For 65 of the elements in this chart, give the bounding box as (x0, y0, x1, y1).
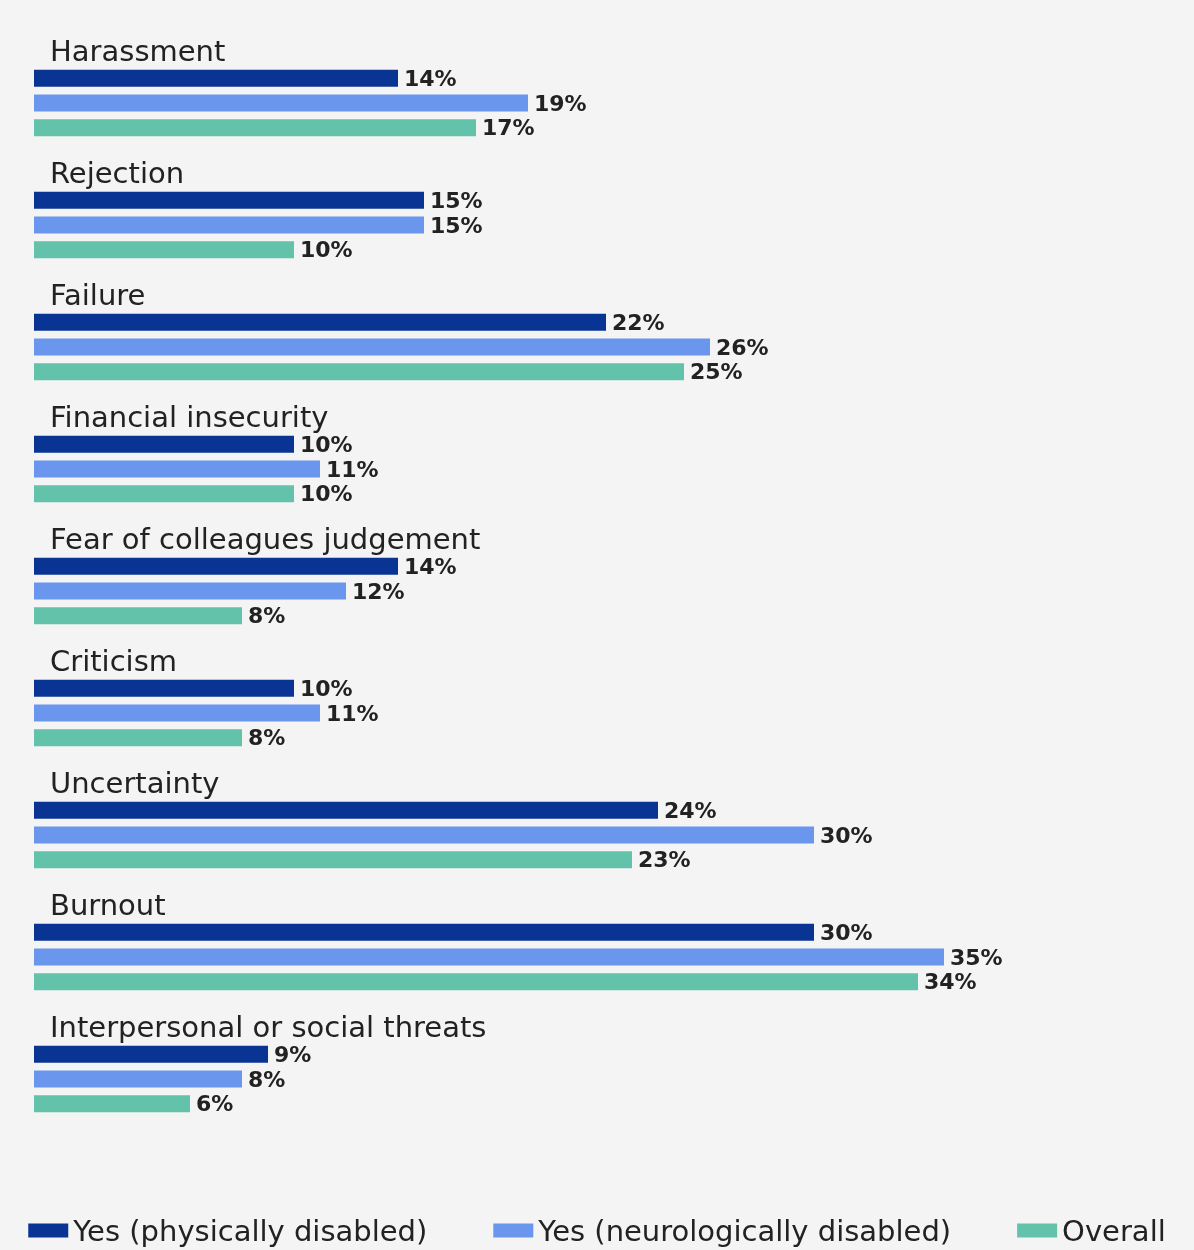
bar (34, 94, 528, 112)
bar (34, 119, 476, 137)
data-label: 12% (352, 578, 405, 604)
bar (34, 1095, 190, 1113)
data-label: 8% (248, 725, 286, 751)
y-tick-label: Criticism (50, 643, 178, 678)
data-label: 8% (248, 1066, 286, 1092)
legend-label: Overall (1062, 1213, 1166, 1248)
bar (34, 679, 294, 697)
bar (34, 485, 294, 503)
bar (34, 363, 684, 381)
y-tick-label: Uncertainty (50, 765, 220, 800)
data-label: 26% (716, 334, 769, 360)
y-tick-label: Harassment (50, 33, 226, 68)
bar (34, 582, 346, 600)
data-label: 15% (430, 212, 483, 238)
data-label: 9% (274, 1041, 312, 1067)
data-label: 23% (638, 847, 691, 873)
bar (34, 216, 424, 234)
y-tick-label: Interpersonal or social threats (50, 1009, 487, 1044)
data-label: 34% (924, 969, 977, 995)
legend-label: Yes (neurologically disabled) (537, 1213, 952, 1248)
data-label: 17% (482, 115, 535, 141)
bar (34, 1045, 268, 1063)
bar (34, 313, 606, 331)
bar (34, 973, 918, 991)
y-tick-label: Fear of colleagues judgement (50, 521, 481, 556)
data-label: 30% (820, 919, 873, 945)
y-tick-label: Financial insecurity (50, 399, 329, 434)
bar (34, 338, 710, 356)
data-label: 25% (690, 359, 743, 385)
bar (34, 826, 814, 844)
y-tick-label: Rejection (50, 155, 185, 190)
data-label: 24% (664, 797, 717, 823)
bar (34, 948, 944, 966)
bar (34, 557, 398, 575)
data-label: 14% (404, 553, 457, 579)
data-label: 10% (300, 675, 353, 701)
data-label: 11% (326, 700, 379, 726)
data-label: 35% (950, 944, 1003, 970)
bar (34, 460, 320, 478)
bar (34, 851, 632, 869)
data-label: 15% (430, 187, 483, 213)
legend-label: Yes (physically disabled) (72, 1213, 428, 1248)
bar (34, 729, 242, 747)
data-label: 6% (196, 1091, 234, 1117)
data-label: 30% (820, 822, 873, 848)
y-tick-label: Failure (50, 277, 146, 312)
bar (34, 923, 814, 941)
bar (34, 607, 242, 625)
bar (34, 191, 424, 209)
data-label: 22% (612, 309, 665, 335)
y-tick-label: Burnout (50, 887, 166, 922)
bar (34, 1070, 242, 1088)
data-label: 19% (534, 90, 587, 116)
data-label: 8% (248, 603, 286, 629)
bar (34, 241, 294, 259)
bar (34, 801, 658, 819)
bar (34, 704, 320, 722)
data-label: 14% (404, 65, 457, 91)
bar (34, 435, 294, 453)
bar (34, 69, 398, 87)
data-label: 11% (326, 456, 379, 482)
data-label: 10% (300, 237, 353, 263)
data-label: 10% (300, 481, 353, 507)
